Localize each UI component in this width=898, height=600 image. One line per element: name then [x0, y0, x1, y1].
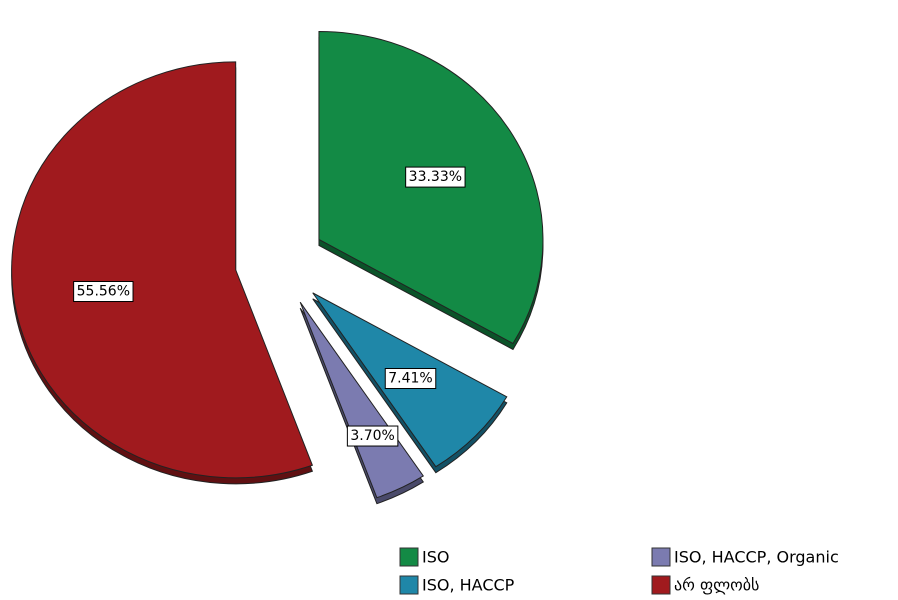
- data-label: 7.41%: [384, 368, 437, 390]
- data-label-text: 7.41%: [388, 371, 432, 387]
- slice: [11, 61, 314, 479]
- legend-label: ISO: [422, 548, 449, 567]
- legend-swatch: [399, 547, 419, 567]
- legend-label: ISO, HACCP, Organic: [674, 548, 839, 567]
- data-label-text: 33.33%: [409, 169, 462, 185]
- data-label-text: 3.70%: [350, 428, 394, 444]
- legend-swatch: [651, 547, 671, 567]
- data-label: 3.70%: [346, 425, 399, 447]
- data-label-box: [384, 368, 437, 390]
- data-label: 33.33%: [405, 166, 466, 188]
- legend-label: არ ფლობს: [674, 576, 759, 595]
- slice: [299, 301, 425, 499]
- data-label-box: [346, 425, 399, 447]
- data-label-text: 55.56%: [77, 284, 130, 300]
- data-label-box: [405, 166, 466, 188]
- legend-swatch: [399, 575, 419, 595]
- legend-label: ISO, HACCP: [422, 576, 515, 595]
- legend-swatch: [651, 575, 671, 595]
- data-label-box: [73, 281, 134, 303]
- data-label: 55.56%: [73, 281, 134, 303]
